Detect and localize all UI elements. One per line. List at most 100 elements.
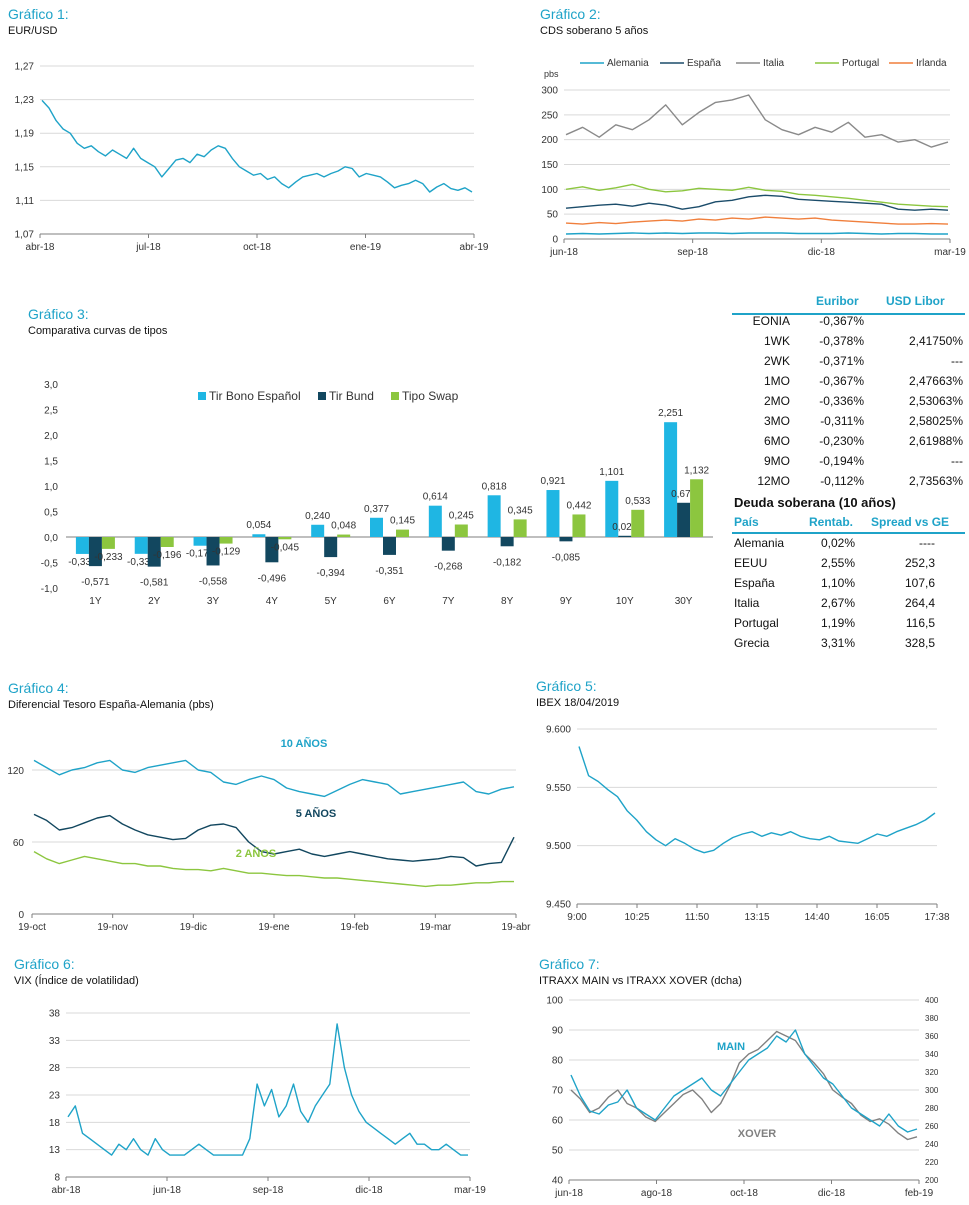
- y-tick-label: 60: [13, 838, 25, 849]
- y-tick-label: 40: [552, 1176, 564, 1187]
- row-label: 2MO: [763, 394, 790, 408]
- series-annotation-10y: 10 AÑOS: [281, 737, 328, 750]
- x-tick-label: 17:38: [924, 912, 949, 923]
- bar: [454, 524, 468, 537]
- euribor-value: -0,367%: [819, 314, 864, 328]
- series-line-italia: [565, 94, 949, 148]
- bar: [677, 502, 691, 537]
- y-tick-label: 33: [49, 1036, 61, 1047]
- euribor-value: -0,230%: [819, 434, 864, 448]
- bar: [75, 537, 89, 554]
- bar: [88, 537, 102, 567]
- y2-tick-label: 340: [925, 1050, 939, 1059]
- divider: [732, 532, 965, 534]
- yield-value: 0,02%: [820, 536, 855, 550]
- data-label: 1,101: [599, 467, 624, 478]
- y-tick-label: 0,5: [44, 508, 58, 519]
- data-label: 0,245: [449, 511, 474, 522]
- country-name: Alemania: [734, 536, 785, 550]
- panel-g5: Gráfico 5: IBEX 18/04/2019 9.600 9.550 9.5…: [536, 678, 961, 928]
- chart-subtitle: Comparativa curvas de tipos: [28, 325, 168, 337]
- data-label: -0,496: [258, 573, 287, 584]
- series-line-5-años: [33, 813, 515, 867]
- euribor-value: -0,311%: [820, 414, 864, 428]
- y-tick-label: 50: [552, 1146, 564, 1157]
- bar: [147, 537, 161, 567]
- bar: [631, 509, 645, 537]
- debt-title: Deuda soberana (10 años): [734, 495, 896, 510]
- x-tick-label: sep-18: [677, 247, 708, 258]
- panel-g7: Gráfico 7: ITRAXX MAIN vs ITRAXX XOVER (…: [539, 956, 961, 1201]
- bar: [219, 537, 233, 544]
- spread-value: 328,5: [904, 636, 935, 650]
- bar: [428, 505, 442, 537]
- chart-title: Gráfico 4:: [8, 680, 69, 696]
- chart-subtitle: IBEX 18/04/2019: [536, 697, 620, 709]
- x-tick-label: 5Y: [325, 596, 338, 607]
- panel-g1: Gráfico 1: EUR/USD 1,27 1,23 1,19 1,15 1,11 1…: [8, 6, 489, 271]
- chart-title: Gráfico 6:: [14, 956, 75, 972]
- y-tick-label: 1,19: [15, 129, 35, 140]
- libor-value: 2,58025%: [908, 414, 963, 428]
- y-tick-label: -0,5: [41, 559, 59, 570]
- row-label: EONIA: [752, 314, 790, 328]
- y-tick-label: 13: [49, 1145, 61, 1156]
- y-tick-label: 1,11: [15, 196, 34, 207]
- x-tick-label: feb-19: [905, 1188, 934, 1199]
- data-label: 0,240: [305, 511, 330, 522]
- row-label: 12MO: [757, 474, 790, 488]
- x-tick-label: 19-mar: [419, 922, 451, 933]
- data-label: 1,132: [684, 465, 709, 476]
- y2-tick-label: 260: [925, 1122, 939, 1131]
- chart-subtitle: Diferencial Tesoro España-Alemania (pbs): [8, 699, 214, 711]
- x-tick-label: 19-oct: [18, 922, 46, 933]
- data-label: -0,558: [199, 576, 228, 587]
- chart-title: Gráfico 2:: [540, 6, 601, 22]
- y-tick-label: 60: [552, 1116, 564, 1127]
- panel-g2: Gráfico 2: CDS soberano 5 años pbs 300 250…: [540, 6, 966, 271]
- libor-value: 2,41750%: [908, 334, 963, 348]
- yield-value: 3,31%: [820, 636, 855, 650]
- y-tick-label: 0: [552, 235, 558, 246]
- x-tick-label: 14:40: [804, 912, 829, 923]
- x-tick-label: 1Y: [89, 596, 102, 607]
- y-tick-label: 100: [546, 996, 563, 1007]
- y2-tick-label: 280: [925, 1104, 939, 1113]
- yield-value: 1,19%: [820, 616, 855, 630]
- row-label: 3MO: [763, 414, 790, 428]
- bar: [664, 422, 678, 537]
- data-label: -0,268: [434, 562, 463, 573]
- x-tick-label: 19-feb: [340, 922, 369, 933]
- row-label: 2WK: [763, 354, 790, 368]
- data-label: 0,921: [540, 476, 565, 487]
- legend-label: Alemania: [607, 58, 649, 69]
- x-tick-label: mar-19: [454, 1185, 486, 1196]
- row-label: 1WK: [763, 334, 790, 348]
- bar: [572, 514, 586, 537]
- x-tick-label: jul-18: [135, 242, 161, 253]
- y-tick-label: 50: [547, 210, 559, 221]
- row-label: 6MO: [763, 434, 790, 448]
- bar: [487, 495, 501, 537]
- spread-value: 252,3: [904, 556, 935, 570]
- divider: [732, 313, 965, 315]
- country-name: Grecia: [734, 636, 770, 650]
- x-tick-label: dic-18: [818, 1188, 846, 1199]
- y-tick-label: 90: [552, 1026, 564, 1037]
- x-tick-label: 30Y: [675, 596, 693, 607]
- x-tick-label: dic-18: [808, 247, 836, 258]
- country-name: Portugal: [734, 616, 779, 630]
- series-line-main: [578, 746, 936, 854]
- y-tick-label: 250: [541, 110, 558, 121]
- euribor-value: -0,112%: [820, 474, 864, 488]
- y-tick-label: 70: [552, 1086, 564, 1097]
- x-tick-label: ene-19: [350, 242, 382, 253]
- data-label: -0,196: [153, 550, 182, 561]
- bar: [193, 537, 207, 546]
- itraxx-chart: 100 90 80 70 60 50 40 400 380 360 340 320 300 280 260 2…: [546, 996, 939, 1200]
- chart-title: Gráfico 7:: [539, 956, 600, 972]
- legend-label: Tipo Swap: [402, 389, 459, 403]
- data-label: -0,330: [127, 557, 156, 568]
